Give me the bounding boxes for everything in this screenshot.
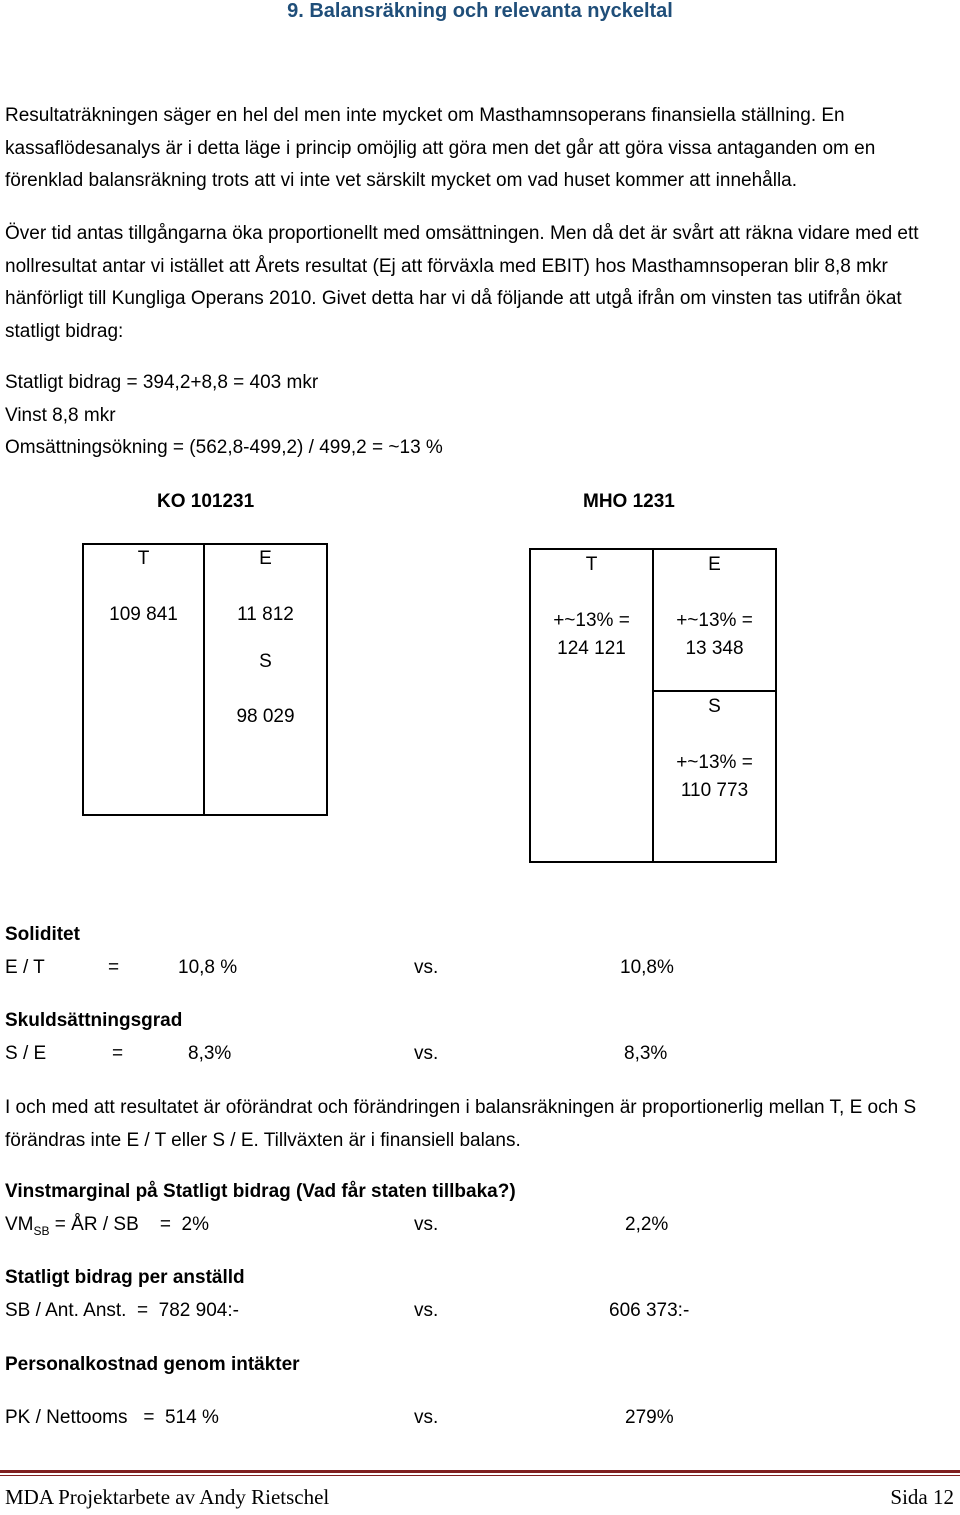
page-heading: 9. Balansräkning och relevanta nyckeltal xyxy=(287,0,673,22)
mho-e-label: E xyxy=(708,554,721,575)
mho-s-label: S xyxy=(708,696,721,717)
ko-t-value: 109 841 xyxy=(109,604,178,625)
soliditet-title: Soliditet xyxy=(5,924,80,945)
mho-e-value: 13 348 xyxy=(685,638,744,659)
vinstmarginal-formula: VMSB = ÅR / SB = 2% xyxy=(5,1214,209,1238)
per-anstalld-title: Statligt bidrag per anställd xyxy=(5,1267,245,1288)
skuld-vs: vs. xyxy=(414,1043,439,1064)
balance-paragraph: I och med att resultatet är oförändrat o… xyxy=(5,1097,917,1151)
footer-left: MDA Projektarbete av Andy Rietschel xyxy=(5,1485,330,1509)
personal-compare: 279% xyxy=(625,1407,674,1428)
skuld-value: 8,3% xyxy=(188,1043,232,1064)
skuld-equals: = xyxy=(112,1043,124,1064)
mho-e-s-divider xyxy=(652,690,777,692)
vinstmarginal-title: Vinstmarginal på Statligt bidrag (Vad få… xyxy=(5,1181,516,1202)
per-anstalld-vs: vs. xyxy=(414,1300,439,1321)
intro-paragraph: Resultaträkningen säger en hel del men i… xyxy=(5,105,876,191)
vinstmarginal-compare: 2,2% xyxy=(625,1214,669,1235)
mho-s-value: 110 773 xyxy=(680,780,749,801)
ko-divider xyxy=(203,543,205,816)
per-anstalld-formula: SB / Ant. Anst. = 782 904:- xyxy=(5,1300,239,1321)
skuld-title: Skuldsättningsgrad xyxy=(5,1010,183,1031)
mho-title: MHO 1231 xyxy=(583,491,675,512)
personal-vs: vs. xyxy=(414,1407,439,1428)
ko-s-value: 98 029 xyxy=(236,706,295,727)
assumption-statligt-bidrag: Statligt bidrag = 394,2+8,8 = 403 mkr xyxy=(5,372,319,393)
mho-e-growth: +~13% = xyxy=(676,610,753,631)
mho-divider xyxy=(652,548,654,863)
mho-s-growth: +~13% = xyxy=(676,752,753,773)
soliditet-compare: 10,8% xyxy=(620,957,674,978)
ko-t-label: T xyxy=(137,548,150,569)
vinstmarginal-vs: vs. xyxy=(414,1214,439,1235)
skuld-compare: 8,3% xyxy=(624,1043,668,1064)
ko-title: KO 101231 xyxy=(157,491,255,512)
soliditet-value: 10,8 % xyxy=(178,957,238,978)
footer-page-number: Sida 12 xyxy=(890,1485,954,1509)
footer-rule-thin xyxy=(0,1475,960,1476)
ko-balance-box xyxy=(82,543,328,816)
mho-t-label: T xyxy=(585,554,598,575)
footer-rule-thick xyxy=(0,1470,960,1473)
soliditet-vs: vs. xyxy=(414,957,439,978)
soliditet-equals: = xyxy=(108,957,120,978)
ko-s-label: S xyxy=(259,651,272,672)
skuld-formula: S / E xyxy=(5,1043,47,1064)
soliditet-formula: E / T xyxy=(5,957,45,978)
personal-formula: PK / Nettooms = 514 % xyxy=(5,1407,219,1428)
ko-e-value: 11 812 xyxy=(237,604,294,625)
personal-title: Personalkostnad genom intäkter xyxy=(5,1354,300,1375)
assumption-paragraph: Över tid antas tillgångarna öka proporti… xyxy=(5,223,919,342)
mho-t-growth: +~13% = xyxy=(553,610,630,631)
mho-t-value: 124 121 xyxy=(557,638,626,659)
assumption-omsattningsokning: Omsättningsökning = (562,8-499,2) / 499,… xyxy=(5,437,443,458)
assumption-vinst: Vinst 8,8 mkr xyxy=(5,405,116,426)
ko-e-label: E xyxy=(259,548,272,569)
per-anstalld-compare: 606 373:- xyxy=(609,1300,690,1321)
